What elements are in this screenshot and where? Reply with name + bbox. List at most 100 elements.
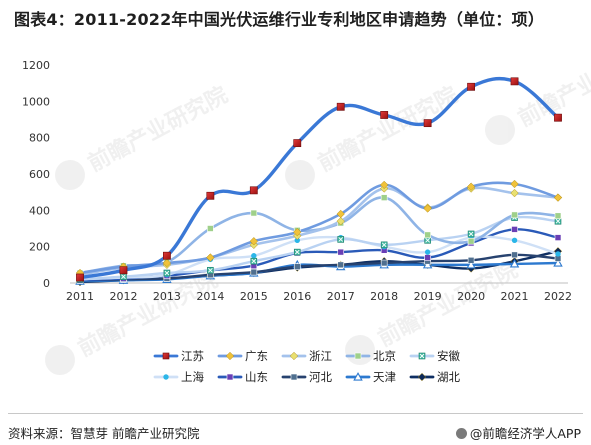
data-point [250, 209, 258, 217]
series-line-安徽 [78, 215, 560, 281]
legend-label: 江苏 [181, 349, 204, 363]
data-point [293, 227, 302, 237]
data-point [423, 204, 432, 213]
data-point [466, 259, 476, 269]
y-tick-label: 400 [29, 204, 50, 217]
data-point [554, 113, 562, 122]
y-tick-label: 1200 [22, 59, 50, 72]
data-point [162, 352, 170, 360]
data-point [423, 119, 432, 128]
data-point [424, 249, 431, 255]
watermark-stamp: 前瞻产业研究院 [285, 82, 462, 190]
x-tick-label: 2016 [283, 290, 311, 303]
data-point-cross [121, 274, 126, 279]
legend-label: 浙江 [309, 349, 332, 363]
data-point [294, 237, 300, 244]
data-point [336, 217, 345, 226]
data-point [206, 191, 215, 200]
legend-item: 广东 [217, 349, 268, 363]
data-point [250, 257, 258, 265]
data-point [336, 209, 345, 219]
footer-divider [8, 413, 583, 414]
watermark-logo-icon [485, 115, 515, 145]
x-tick-label: 2015 [240, 290, 268, 303]
watermark-text: 前瞻产业研究院 [84, 82, 232, 177]
legend-item: 北京 [345, 349, 396, 363]
x-tick-label: 2021 [501, 290, 529, 303]
data-point-cross [251, 258, 257, 264]
footer: 资料来源：智慧芽 前瞻产业研究院 @前瞻经济学人APP [0, 410, 591, 445]
data-point [380, 241, 388, 249]
x-tick-label: 2022 [544, 290, 572, 303]
data-point [206, 253, 215, 262]
data-point [554, 217, 562, 225]
data-point [337, 261, 345, 269]
brand-credit-text: @前瞻经济学人APP [469, 426, 581, 441]
legend-label: 广东 [245, 349, 268, 363]
data-point [554, 234, 562, 241]
x-tick-label: 2012 [109, 290, 137, 303]
data-point [162, 258, 172, 268]
y-tick-label: 800 [29, 132, 50, 145]
data-point [249, 237, 258, 246]
data-point [226, 373, 234, 381]
data-point [289, 351, 299, 361]
data-point [251, 253, 257, 259]
watermark-logo-icon [55, 160, 85, 190]
data-point [467, 256, 475, 264]
watermark-text: 前瞻产业研究院 [374, 257, 522, 352]
legend-label: 上海 [181, 370, 204, 384]
data-point [510, 77, 519, 86]
legend-item: 上海 [153, 370, 204, 384]
watermark-logo-icon [285, 160, 315, 190]
watermark-logo-icon [345, 335, 375, 365]
watermark-stamp: 前瞻产业研究院 [485, 37, 591, 145]
data-point [207, 266, 214, 274]
data-point [249, 186, 258, 195]
data-point [163, 269, 171, 277]
legend-item: 天津 [345, 370, 396, 384]
data-point [466, 182, 476, 191]
data-point [293, 263, 301, 270]
data-point [163, 374, 169, 380]
legend-item: 江苏 [153, 349, 204, 363]
data-point [336, 102, 345, 111]
legend-item: 安徽 [409, 349, 460, 363]
legend-item: 河北 [281, 370, 332, 384]
data-point [511, 251, 518, 259]
data-point-cross [425, 237, 430, 243]
data-point [225, 351, 235, 361]
y-tick-label: 0 [43, 277, 50, 290]
data-point [424, 237, 431, 244]
data-point [380, 194, 388, 201]
x-tick-label: 2019 [414, 290, 442, 303]
series-line-上海 [78, 235, 560, 281]
legend-label: 湖北 [437, 370, 460, 384]
data-point-cross [338, 237, 344, 242]
data-point [511, 237, 518, 244]
data-point-cross [419, 353, 425, 359]
watermark-text: 前瞻产业研究院 [314, 82, 462, 177]
data-point [337, 236, 345, 243]
data-point [509, 258, 520, 268]
x-tick-label: 2014 [196, 290, 224, 303]
y-tick-label: 200 [29, 241, 50, 254]
data-point [120, 273, 127, 280]
data-point [511, 226, 518, 233]
data-point [337, 248, 345, 256]
data-point [424, 254, 431, 261]
data-point [380, 259, 388, 267]
source-note: 资料来源：智慧芽 前瞻产业研究院 [8, 426, 200, 441]
x-tick-label: 2020 [457, 290, 485, 303]
data-point-cross [164, 270, 170, 276]
chart-title: 图表4：2011-2022年中国光伏运维行业专利地区申请趋势（单位：项） [14, 10, 545, 29]
axes: 0 200 400 600 800 1000 1200 2011 2012 2013 2014 201… [22, 59, 572, 303]
y-tick-label: 1000 [22, 95, 50, 108]
data-point [467, 82, 475, 91]
data-point [293, 248, 301, 256]
data-point [553, 258, 563, 267]
data-point [163, 251, 171, 260]
